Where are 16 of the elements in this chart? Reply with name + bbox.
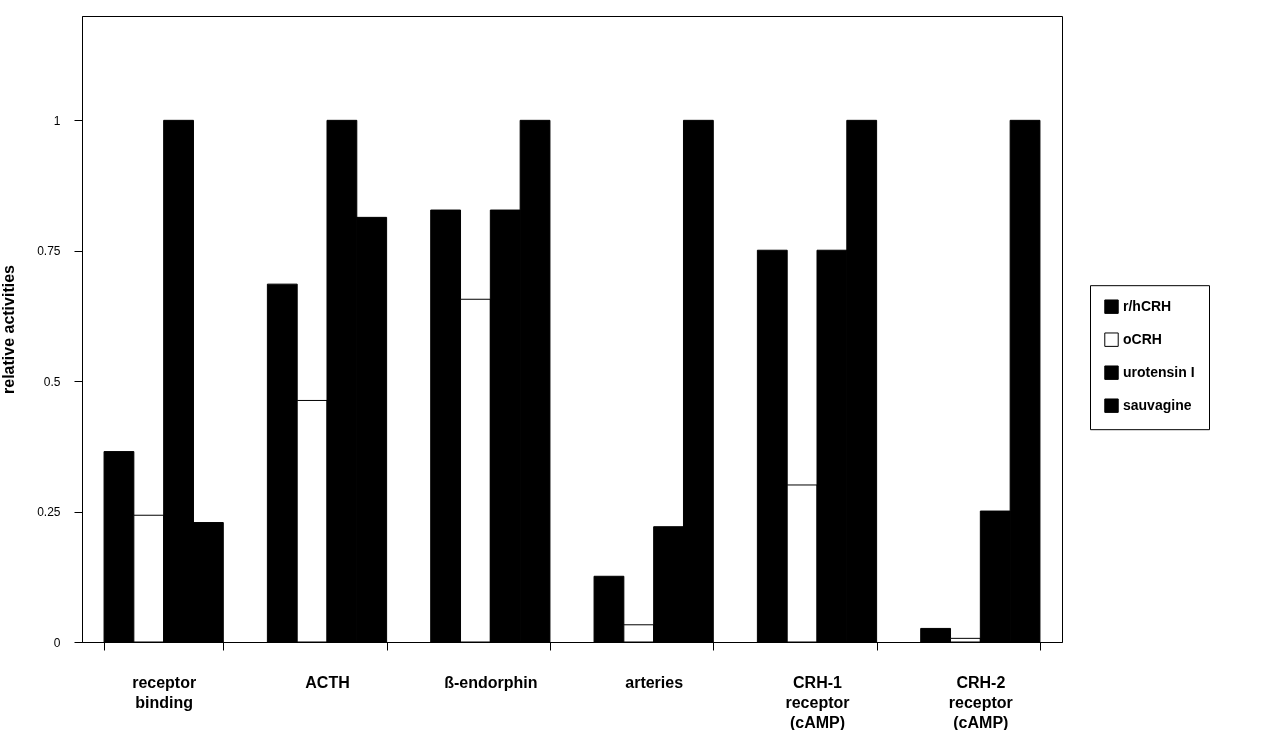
y-tick-label: 0.25 bbox=[37, 505, 61, 520]
y-tick-label: 1 bbox=[53, 113, 61, 128]
legend-label: urotensin I bbox=[1123, 363, 1195, 380]
legend-label: sauvagine bbox=[1123, 396, 1192, 413]
x-tick-label: arteries bbox=[625, 673, 684, 691]
x-tick-label: CRH-1 receptor (cAMP) bbox=[785, 673, 850, 731]
x-tick-label: ACTH bbox=[305, 673, 350, 691]
y-tick-label: 0.5 bbox=[43, 374, 61, 389]
x-tick-label: ß-endorphin bbox=[444, 673, 538, 691]
y-tick-label: 0.75 bbox=[37, 244, 61, 259]
legend-label: r/hCRH bbox=[1123, 297, 1172, 314]
legend-label: oCRH bbox=[1123, 330, 1162, 347]
x-tick-label: CRH-2 receptor (cAMP) bbox=[948, 673, 1013, 731]
x-tick-label: receptor binding bbox=[132, 673, 197, 711]
y-tick-label: 0 bbox=[53, 635, 61, 650]
y-axis-title: relative activities bbox=[0, 264, 18, 394]
